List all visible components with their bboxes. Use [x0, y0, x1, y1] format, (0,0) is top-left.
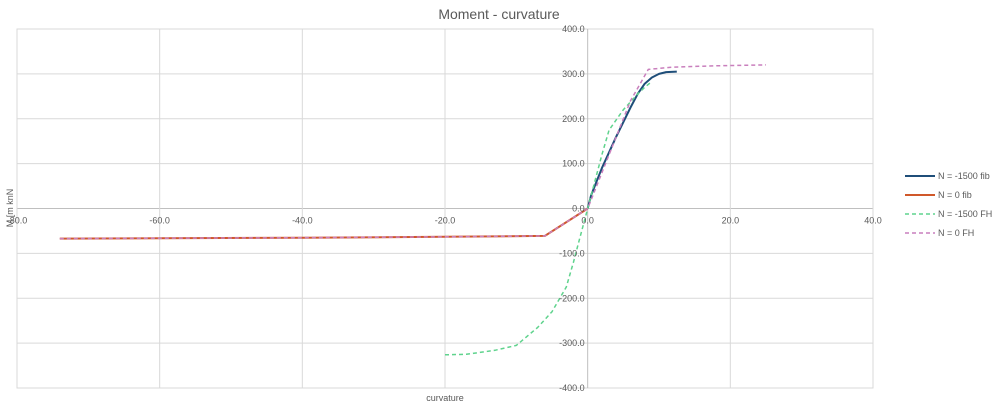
series-line-4 [59, 64, 767, 240]
x-tick-label: -20.0 [435, 216, 456, 226]
x-tick-label: -40.0 [292, 216, 313, 226]
grid [16, 28, 874, 389]
legend-label: N = 0 FH [938, 228, 974, 238]
axes: -80.0 -60.0 -40.0 -20.0 0.0 20.0 40.0 400.0 300.… [7, 24, 882, 393]
legend: N = -1500 fib N = 0 fib N = -1500 FH N = 0 … [905, 171, 992, 238]
y-tick-label: 400.0 [562, 24, 585, 34]
series-line-3 [444, 80, 653, 356]
y-tick-label: -200.0 [559, 293, 585, 303]
x-tick-label: 0.0 [581, 216, 594, 226]
series-line-1 [586, 70, 677, 209]
y-tick-label: 100.0 [562, 159, 585, 169]
x-tick-label: 20.0 [722, 216, 740, 226]
series-line-2 [59, 207, 589, 240]
y-tick-label: 300.0 [562, 69, 585, 79]
x-axis-label: curvature [426, 393, 464, 403]
y-tick-label: -300.0 [559, 338, 585, 348]
legend-label: N = -1500 FH [938, 209, 992, 219]
y-tick-label: -100.0 [559, 248, 585, 258]
y-axis-label: M [m knN [5, 189, 15, 228]
x-tick-label: -60.0 [149, 216, 170, 226]
y-tick-label: -400.0 [559, 383, 585, 393]
legend-label: N = 0 fib [938, 190, 972, 200]
x-tick-label: 40.0 [864, 216, 882, 226]
chart-title: Moment - curvature [438, 6, 560, 22]
y-tick-label: 200.0 [562, 114, 585, 124]
series-layer [59, 64, 767, 356]
y-tick-label: 0.0 [572, 204, 585, 214]
legend-label: N = -1500 fib [938, 171, 990, 181]
x-tick-label: -80.0 [7, 216, 28, 226]
